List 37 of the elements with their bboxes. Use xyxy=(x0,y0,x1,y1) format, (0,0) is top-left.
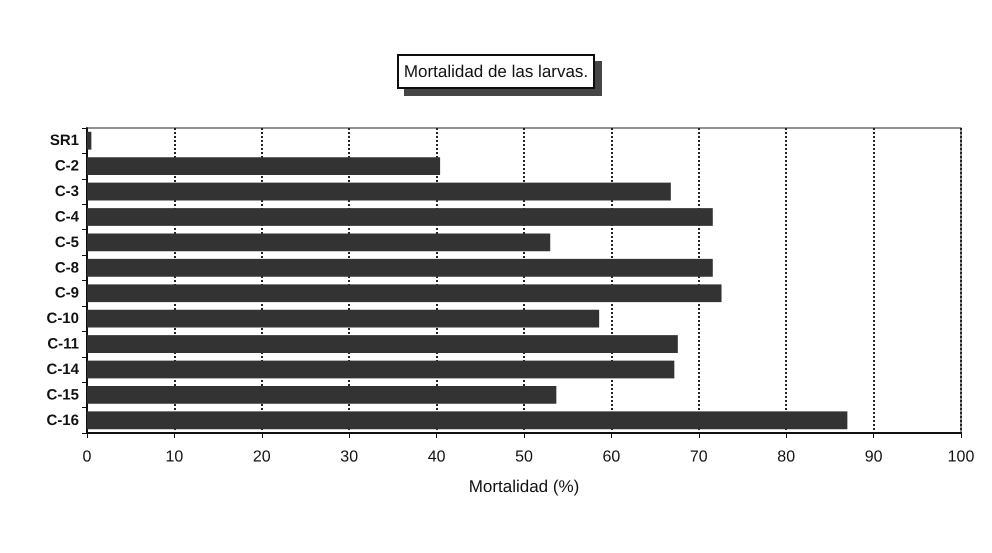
y-tick-label: C-8 xyxy=(54,259,79,276)
x-tick-label: 60 xyxy=(602,448,620,466)
y-tick-label: C-5 xyxy=(54,234,79,251)
y-tick-label: SR1 xyxy=(50,132,79,150)
bar xyxy=(87,258,713,277)
bar xyxy=(87,208,713,226)
x-axis-title: Mortalidad (%) xyxy=(468,477,580,496)
bar xyxy=(87,157,440,176)
bar xyxy=(87,335,678,353)
bar xyxy=(87,182,671,200)
x-tick-label: 0 xyxy=(82,448,92,466)
y-tick-label: C-4 xyxy=(54,208,80,226)
bar xyxy=(87,411,848,430)
y-tick-label: C-15 xyxy=(46,386,79,404)
x-tick-label: 50 xyxy=(515,448,533,466)
y-tick-label: C-2 xyxy=(54,158,79,175)
x-tick-label: 30 xyxy=(340,448,358,466)
x-tick-label: 100 xyxy=(948,448,974,466)
bar xyxy=(87,233,550,252)
y-tick-label: C-11 xyxy=(47,336,79,353)
bar xyxy=(87,284,722,302)
x-tick-label: 90 xyxy=(864,448,883,466)
x-tick-label: 20 xyxy=(252,448,271,466)
y-tick-label: C-16 xyxy=(46,412,79,429)
x-tick-label: 40 xyxy=(428,448,446,466)
y-tick-label: C-9 xyxy=(54,284,79,302)
y-tick-label: C-3 xyxy=(54,183,79,200)
x-tick-label: 80 xyxy=(777,448,796,466)
chart-title: Mortalidad de las larvas. xyxy=(404,62,588,81)
x-tick-label: 70 xyxy=(690,448,708,466)
bar xyxy=(87,386,556,404)
x-tick-label: 10 xyxy=(166,448,184,466)
bar xyxy=(87,360,674,378)
bar xyxy=(87,310,600,328)
y-tick-label: C-10 xyxy=(46,310,79,328)
y-tick-label: C-14 xyxy=(46,360,80,378)
bar xyxy=(87,132,92,150)
